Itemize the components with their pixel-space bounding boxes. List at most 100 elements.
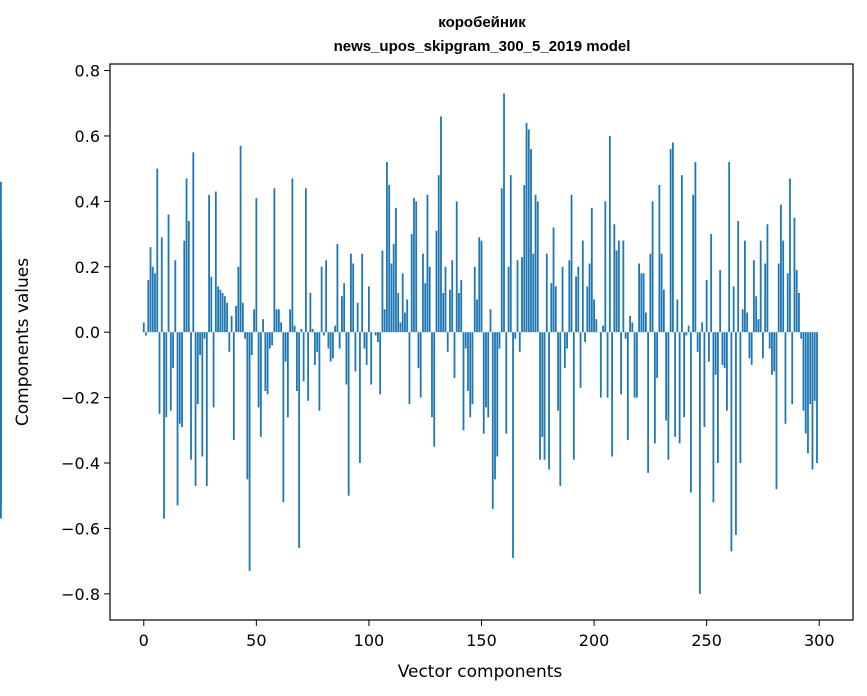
bar-140 [458,292,460,333]
bar-20 [187,220,190,333]
bar-16 [178,332,181,424]
bar-285 [784,332,787,424]
bar-257 [721,332,724,365]
bar-248 [701,322,704,333]
bar-29 [208,194,210,333]
bar-162 [507,266,510,333]
bar-287 [789,178,791,333]
bar-99 [365,332,368,365]
bar-205 [604,201,607,333]
bar-206 [606,332,609,398]
bar-155 [491,332,494,509]
bar-55 [266,332,269,395]
bar-253 [712,332,715,503]
bar-209 [613,224,616,333]
bar-196 [584,332,586,342]
bar-286 [786,273,789,333]
y-tick-label: 0.6 [75,127,100,146]
bar-45 [244,332,246,339]
bar-298 [813,332,816,401]
bar-136 [449,289,451,333]
bar-9 [163,332,165,519]
bar-153 [487,332,490,418]
bar-15 [176,332,179,506]
bar-156 [494,332,496,480]
bar-222 [642,273,645,333]
bar-237 [676,299,679,333]
bar-143 [464,332,467,349]
bar-212 [620,332,622,395]
bar-58 [273,188,276,333]
bar-134 [444,266,447,333]
x-tick-label: 0 [139,631,149,650]
bar-278 [768,332,771,349]
bar-67 [293,325,296,333]
bar-135 [446,332,449,352]
bar-104 [377,332,379,342]
bar-14 [174,260,177,333]
bar-31 [212,332,215,408]
bar-187 [563,332,566,369]
bar-181 [550,283,553,333]
bar-249 [703,332,706,428]
chart-title: коробейник [438,14,526,31]
bar-130 [435,230,438,333]
bar-77 [316,332,319,352]
bar-2 [147,279,150,333]
bar-228 [656,332,659,378]
bar-242 [687,325,690,333]
bar-243 [689,332,692,493]
bar-47 [248,332,251,571]
bar-71 [302,332,305,382]
bar-250 [705,279,708,333]
bar-280 [773,332,776,372]
bar-32 [214,191,217,333]
bar-132 [440,116,442,333]
bar-235 [671,142,674,333]
bar-5 [154,273,156,333]
bar-201 [595,319,598,333]
bar-series [0,93,818,594]
x-tick-label: 150 [466,631,497,650]
bar-178 [543,332,546,460]
bar-112 [395,207,397,333]
bar-192 [575,276,577,333]
bar-17 [181,332,183,428]
bar-124 [422,253,424,333]
bar-232 [665,332,668,421]
bar-68 [295,332,298,392]
bar-186 [561,266,564,333]
bar-215 [626,332,629,441]
bar-265 [739,332,742,464]
bar-100 [368,286,370,333]
bar-33 [217,286,219,333]
bar-23 [194,332,197,486]
bar-159 [500,188,503,333]
bar-273 [757,319,760,333]
bar-218 [633,332,636,398]
bar-101 [370,332,373,385]
bar-294 [804,332,807,434]
bar-255 [717,332,719,464]
chart-subtitle: news_upos_skipgram_300_5_2019 model [334,38,631,55]
bar-163 [509,175,512,333]
bar-239 [680,175,683,333]
bar-72 [304,188,307,333]
bar-203 [599,332,602,398]
bar-111 [392,243,395,333]
bar-282 [777,263,780,333]
bar-256 [719,270,722,333]
bar-221 [640,273,643,333]
bar-197 [586,286,589,333]
x-axis-ticks: 0 50 100 150 200 250 300 [139,620,835,650]
bar-126 [426,194,429,333]
bar-121 [415,201,418,333]
bar-146 [471,332,474,405]
bar-80 [322,332,325,336]
bar-251 [708,332,710,362]
bar-269 [748,332,751,359]
bar-185 [559,332,562,486]
bar-49 [253,309,255,333]
bar-54 [264,332,267,392]
y-tick-label: 0.0 [75,323,100,342]
